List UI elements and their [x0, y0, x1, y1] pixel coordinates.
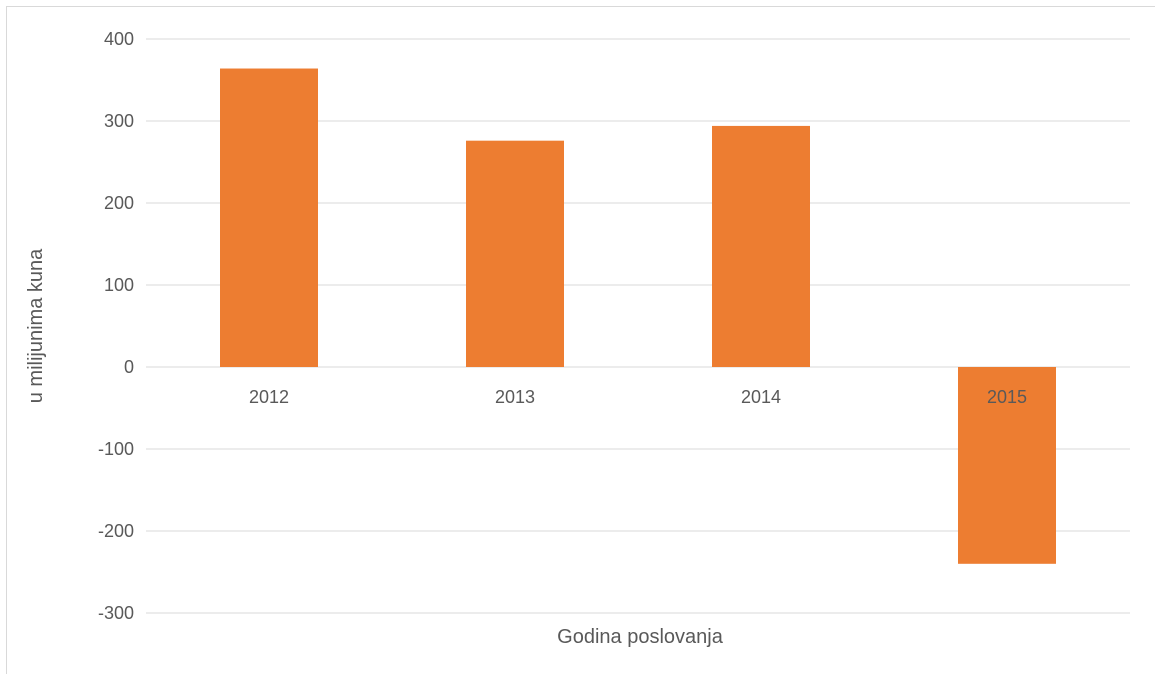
y-tick-label: 400 — [104, 29, 134, 49]
bars — [220, 68, 1056, 564]
x-tick-label: 2012 — [249, 387, 289, 407]
y-tick-label: -100 — [98, 439, 134, 459]
y-tick-label: 100 — [104, 275, 134, 295]
y-tick-label: 0 — [124, 357, 134, 377]
y-tick-label: 300 — [104, 111, 134, 131]
y-tick-label: -300 — [98, 603, 134, 623]
y-axis-title: u milijunima kuna — [25, 248, 47, 403]
bar-2012 — [220, 68, 318, 368]
x-tick-label: 2014 — [741, 387, 781, 407]
y-tick-label: -200 — [98, 521, 134, 541]
x-tick-label: 2013 — [495, 387, 535, 407]
bar-2014 — [712, 125, 810, 367]
x-axis-title: Godina poslovanja — [557, 626, 724, 648]
y-tick-label: 200 — [104, 193, 134, 213]
chart-frame — [6, 6, 1155, 674]
x-axis-ticks: 2012 2013 2014 2015 — [249, 387, 1027, 407]
bar-2015 — [958, 367, 1056, 564]
bar-2013 — [466, 140, 564, 367]
y-axis-ticks: 400 300 200 100 0 -100 -200 -300 — [98, 29, 134, 623]
x-tick-label: 2015 — [987, 387, 1027, 407]
